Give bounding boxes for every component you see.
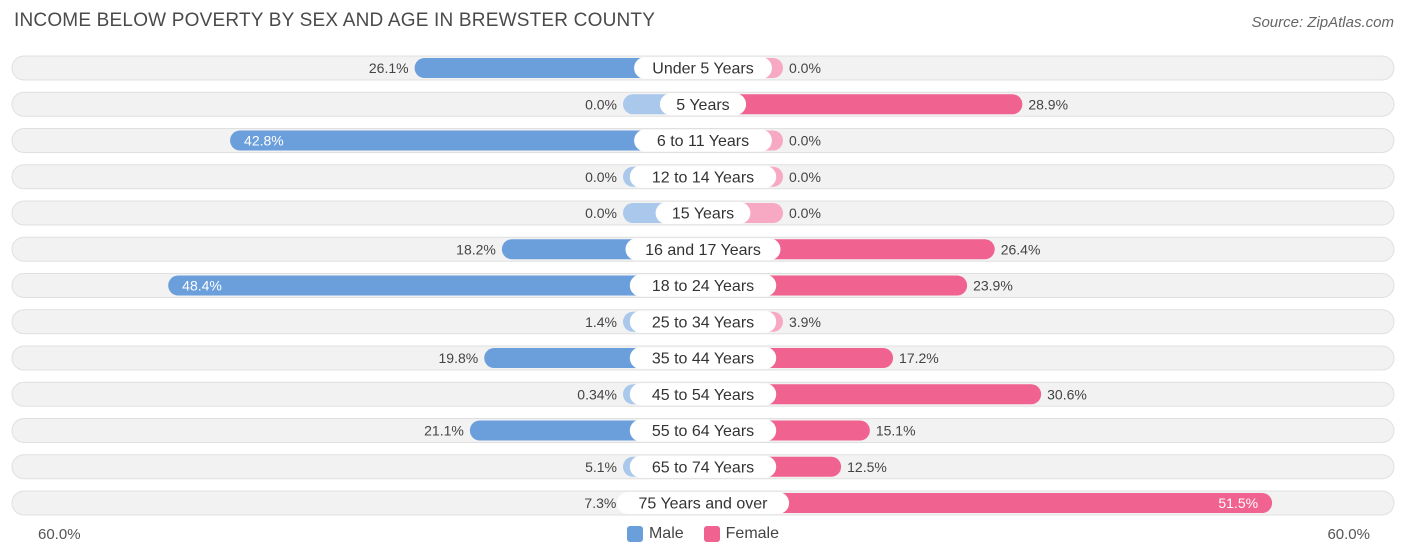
category-label-5-years: 5 Years (676, 97, 729, 114)
legend-label-male: Male (648, 525, 684, 542)
legend: Male Female (0, 524, 1406, 544)
axis-label-right: 60.0% (1327, 526, 1370, 543)
legend-item-female: Female (703, 525, 780, 543)
male-value-75-years-and-over: 7.3% (584, 495, 616, 511)
male-value-18-to-24-years: 48.4% (182, 278, 222, 294)
male-value-35-to-44-years: 19.8% (439, 350, 479, 366)
category-pill-16-and-17-years (625, 238, 781, 261)
category-label-55-to-64-years: 55 to 64 Years (652, 423, 754, 440)
category-pill-5-years (659, 93, 747, 116)
female-value-12-to-14-years: 0.0% (789, 169, 821, 185)
female-value-16-and-17-years: 26.4% (1001, 241, 1041, 257)
male-value-12-to-14-years: 0.0% (585, 169, 617, 185)
category-pill-25-to-34-years (629, 310, 777, 333)
female-bar-45-to-54-years (703, 384, 1042, 405)
category-pill-18-to-24-years (629, 274, 777, 297)
category-pill-55-to-64-years (629, 419, 777, 442)
chart-title: INCOME BELOW POVERTY BY SEX AND AGE IN B… (14, 10, 656, 31)
female-value-25-to-34-years: 3.9% (789, 314, 821, 330)
male-value-under-5-years: 26.1% (369, 60, 409, 76)
category-label-35-to-44-years: 35 to 44 Years (652, 351, 754, 368)
male-value-16-and-17-years: 18.2% (456, 241, 496, 257)
category-pill-65-to-74-years (629, 455, 777, 478)
male-value-15-years: 0.0% (585, 205, 617, 221)
female-value-5-years: 28.9% (1028, 96, 1068, 112)
male-bar-18-to-24-years (168, 275, 703, 296)
male-value-6-to-11-years: 42.8% (244, 133, 284, 149)
axis-label-left: 60.0% (38, 526, 81, 543)
category-label-45-to-54-years: 45 to 54 Years (652, 387, 754, 404)
category-pill-12-to-14-years (629, 165, 777, 188)
female-bar-5-years (703, 94, 1023, 115)
female-bar-75-years-and-over (703, 493, 1273, 513)
female-value-6-to-11-years: 0.0% (789, 133, 821, 149)
legend-swatch-male (626, 526, 643, 542)
female-value-75-years-and-over: 51.5% (1218, 495, 1258, 511)
male-value-55-to-64-years: 21.1% (424, 423, 464, 439)
male-value-5-years: 0.0% (585, 96, 617, 112)
category-label-65-to-74-years: 65 to 74 Years (652, 459, 754, 476)
category-pill-35-to-44-years (629, 347, 777, 369)
category-pill-15-years (655, 202, 751, 224)
female-value-under-5-years: 0.0% (789, 60, 821, 76)
female-value-18-to-24-years: 23.9% (973, 278, 1013, 294)
category-label-75-years-and-over: 75 Years and over (639, 496, 769, 513)
category-label-16-and-17-years: 16 and 17 Years (645, 242, 761, 259)
category-label-12-to-14-years: 12 to 14 Years (652, 169, 754, 186)
legend-swatch-female (703, 526, 720, 542)
female-value-65-to-74-years: 12.5% (847, 459, 887, 475)
legend-item-male: Male (626, 525, 684, 543)
male-value-25-to-34-years: 1.4% (585, 314, 617, 330)
male-bar-6-to-11-years (230, 130, 703, 151)
category-pill-under-5-years (634, 57, 772, 79)
female-value-35-to-44-years: 17.2% (899, 350, 939, 366)
category-pill-6-to-11-years (634, 129, 772, 152)
category-label-18-to-24-years: 18 to 24 Years (652, 278, 754, 295)
category-pill-45-to-54-years (629, 383, 777, 406)
female-value-55-to-64-years: 15.1% (876, 423, 916, 439)
category-label-6-to-11-years: 6 to 11 Years (657, 133, 749, 150)
male-bar-under-5-years (414, 58, 703, 78)
category-label-25-to-34-years: 25 to 34 Years (652, 314, 754, 331)
category-label-15-years: 15 Years (672, 206, 734, 223)
male-value-65-to-74-years: 5.1% (585, 459, 617, 475)
chart-source: Source: ZipAtlas.com (1251, 14, 1394, 31)
female-value-15-years: 0.0% (789, 205, 821, 221)
legend-label-female: Female (725, 525, 780, 542)
female-value-45-to-54-years: 30.6% (1047, 386, 1087, 402)
category-pill-75-years-and-over (616, 492, 790, 514)
male-value-45-to-54-years: 0.34% (577, 386, 617, 402)
category-label-under-5-years: Under 5 Years (652, 61, 753, 78)
